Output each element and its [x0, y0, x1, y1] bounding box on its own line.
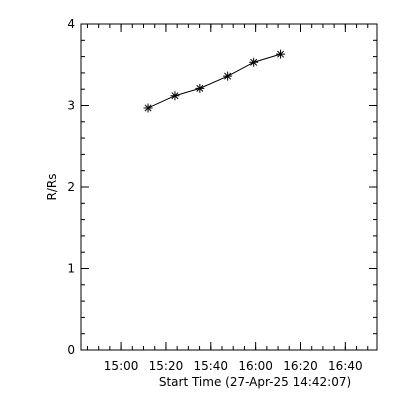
x-tick-label: 15:40: [193, 359, 228, 373]
data-line: [147, 53, 281, 109]
asterisk-marker: [170, 91, 180, 101]
asterisk-marker: [143, 103, 153, 113]
x-axis-label: Start Time (27-Apr-25 14:42:07): [159, 375, 351, 389]
asterisk-marker: [276, 49, 286, 59]
asterisk-marker: [223, 71, 233, 81]
x-tick-label: 16:20: [283, 359, 318, 373]
y-tick-label: 4: [67, 17, 75, 31]
y-tick-label: 1: [67, 262, 75, 276]
plot-frame: [80, 23, 378, 351]
y-tick-label: 3: [67, 99, 75, 113]
x-tick-label: 16:00: [238, 359, 273, 373]
asterisk-marker: [249, 57, 259, 67]
x-tick-label: 15:20: [149, 359, 184, 373]
asterisk-marker: [195, 83, 205, 93]
y-tick-label: 0: [67, 343, 75, 357]
y-axis-label: R/Rs: [45, 174, 59, 201]
y-tick-label: 2: [67, 180, 75, 194]
x-tick-label: 16:40: [328, 359, 363, 373]
x-tick-label: 15:00: [104, 359, 139, 373]
